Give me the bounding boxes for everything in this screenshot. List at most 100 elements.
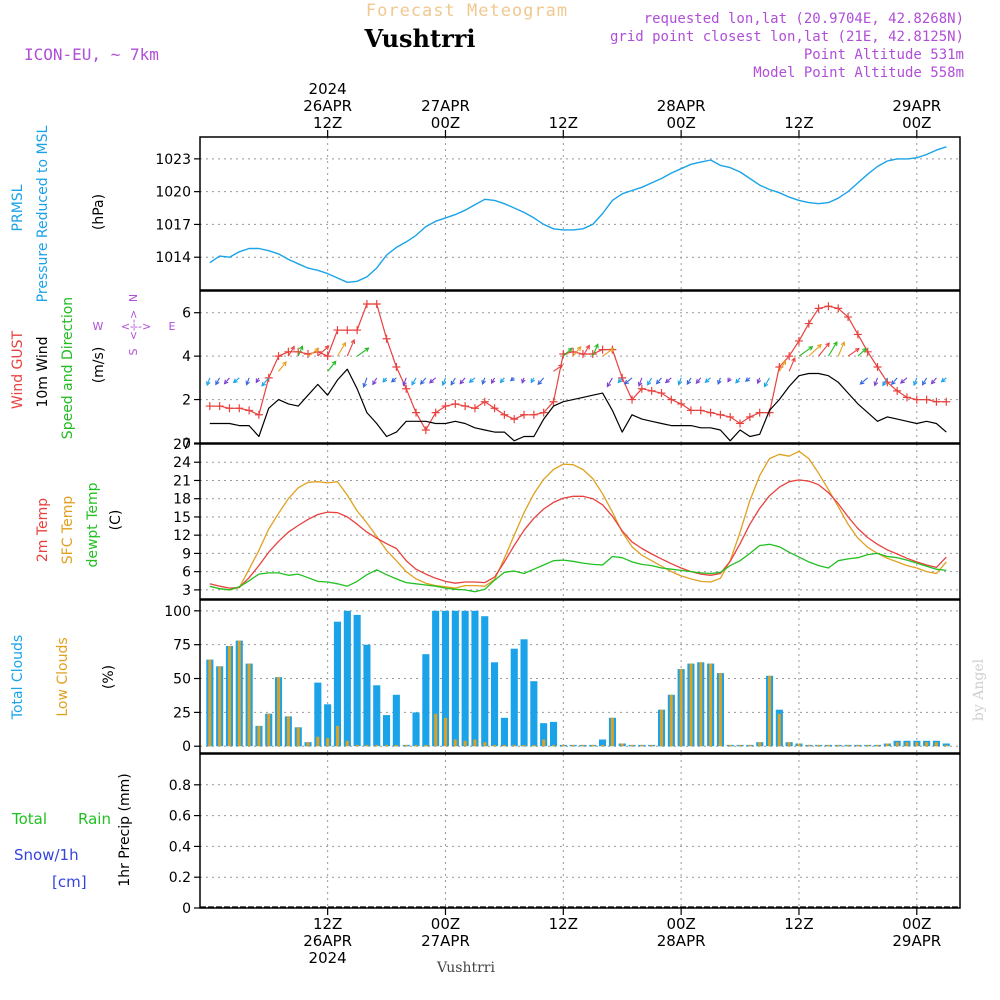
low-cloud-bar — [424, 744, 428, 747]
wind-arrow-head — [763, 382, 769, 388]
low-cloud-bar — [905, 742, 909, 747]
wind-arrow-head — [606, 382, 612, 388]
wind-arrow-head — [808, 346, 814, 351]
low-cloud-bar — [768, 675, 771, 747]
gust-marker — [520, 410, 529, 419]
wind-direction-arrow — [419, 377, 427, 385]
low-cloud-bar — [444, 717, 447, 747]
wind-direction-arrow — [372, 377, 378, 386]
model-label: ICON-EU, ~ 7km — [24, 45, 159, 64]
wind-arrow-head — [940, 377, 946, 383]
gust-marker — [677, 399, 686, 408]
low-cloud-bar — [748, 744, 752, 747]
total-cloud-bar — [540, 723, 548, 747]
wind-direction-arrow — [428, 377, 437, 384]
wind-arrow-head — [350, 338, 356, 344]
wind-arrow-shaft — [900, 377, 908, 384]
wind-arrow-head — [428, 378, 434, 384]
total-cloud-bar — [353, 614, 361, 747]
gust-marker — [696, 406, 705, 415]
data-layer — [200, 146, 960, 908]
temperature-ytick-label: 18 — [173, 492, 191, 508]
temp-unit: (C) — [108, 510, 124, 531]
wind-arrow-shaft — [287, 346, 295, 357]
wind-direction-arrow — [346, 338, 356, 357]
bottom-time-label: 12Z — [784, 915, 813, 933]
wind-arrow-head — [899, 379, 905, 384]
low-cloud-bar — [345, 740, 349, 747]
wind-arrow-shaft — [278, 361, 287, 372]
low-cloud-bar — [365, 744, 369, 747]
gust-marker — [912, 395, 921, 404]
gust-marker — [588, 349, 597, 358]
pressure-frame — [199, 136, 961, 291]
gust-marker — [274, 352, 283, 361]
low-cloud-bar — [856, 744, 860, 747]
wind-direction-arrow — [307, 348, 320, 357]
frames-layer — [199, 136, 961, 909]
wind-arrow-shaft — [356, 347, 369, 357]
low-cloud-bar — [532, 744, 536, 747]
wind-direction-arrow — [530, 377, 535, 384]
wind-arrow-head — [530, 378, 535, 384]
wind-direction-arrow — [297, 345, 304, 357]
temperature-ytick-label: 15 — [173, 510, 191, 526]
low-cloud-bar — [630, 744, 634, 747]
wind-arrow-shaft — [206, 377, 211, 386]
bottom-time-label: 00Z — [666, 915, 695, 933]
total-cloud-bar — [441, 610, 449, 747]
wind-arrow-shaft — [402, 377, 407, 386]
wind-arrow-head — [362, 382, 368, 388]
gust-marker — [245, 406, 254, 415]
clouds-unit: (%) — [101, 665, 117, 689]
low-cloud-bar — [787, 742, 791, 747]
gust-marker — [480, 397, 489, 406]
wind-arrow-head — [922, 380, 927, 386]
gust-marker — [402, 384, 411, 393]
pressure-label-full: Pressure Reduced to MSL — [35, 125, 51, 302]
gust-marker — [628, 395, 637, 404]
wind-direction-arrow — [913, 377, 918, 387]
wind-arrow-head — [491, 379, 496, 385]
clouds-ytick-label: 0 — [182, 739, 191, 755]
total-cloud-bar — [451, 610, 459, 747]
gust-marker — [598, 345, 607, 354]
rain-label-rain: Rain — [78, 810, 111, 828]
wind-frame — [199, 290, 961, 444]
wind-arrow-head — [781, 360, 787, 366]
gust-marker — [382, 334, 391, 343]
gust-marker — [785, 352, 794, 361]
temperature-frame — [199, 443, 961, 600]
gust-marker — [902, 393, 911, 402]
wind-direction-arrow — [255, 377, 261, 384]
gust-marker — [814, 304, 823, 313]
wind-direction-arrow — [223, 377, 230, 385]
wind-arrow-head — [882, 381, 887, 387]
wind-arrow-head — [727, 377, 732, 383]
total-cloud-bar — [510, 648, 518, 747]
low-cloud-bar — [866, 744, 870, 747]
wind-arrow-shaft — [261, 377, 270, 387]
top-time-label: 12Z — [549, 114, 578, 132]
total-cloud-bar — [363, 644, 371, 747]
low-cloud-bar — [758, 742, 762, 747]
gust-marker — [834, 304, 843, 313]
wind-arrow-shaft — [859, 377, 869, 385]
gust-marker — [264, 373, 273, 382]
wind-direction-arrow — [837, 341, 846, 357]
gust-marker — [421, 425, 430, 434]
gust-marker — [794, 336, 803, 345]
wind-arrow-head — [854, 347, 860, 353]
low-cloud-bar — [316, 736, 320, 747]
low-cloud-bar — [846, 744, 850, 747]
wind-arrow-shaft — [411, 377, 417, 386]
total-cloud-bar — [599, 739, 607, 747]
low-cloud-bar — [522, 744, 526, 747]
low-cloud-bar — [718, 673, 722, 747]
wind-direction-arrow — [798, 346, 814, 357]
wind-direction-arrow — [390, 377, 397, 383]
low-cloud-bar — [296, 727, 300, 747]
temperature-ytick-label: 12 — [173, 528, 191, 544]
wind-direction-arrow — [677, 377, 683, 386]
precip-ytick-label: 0.4 — [169, 839, 191, 855]
